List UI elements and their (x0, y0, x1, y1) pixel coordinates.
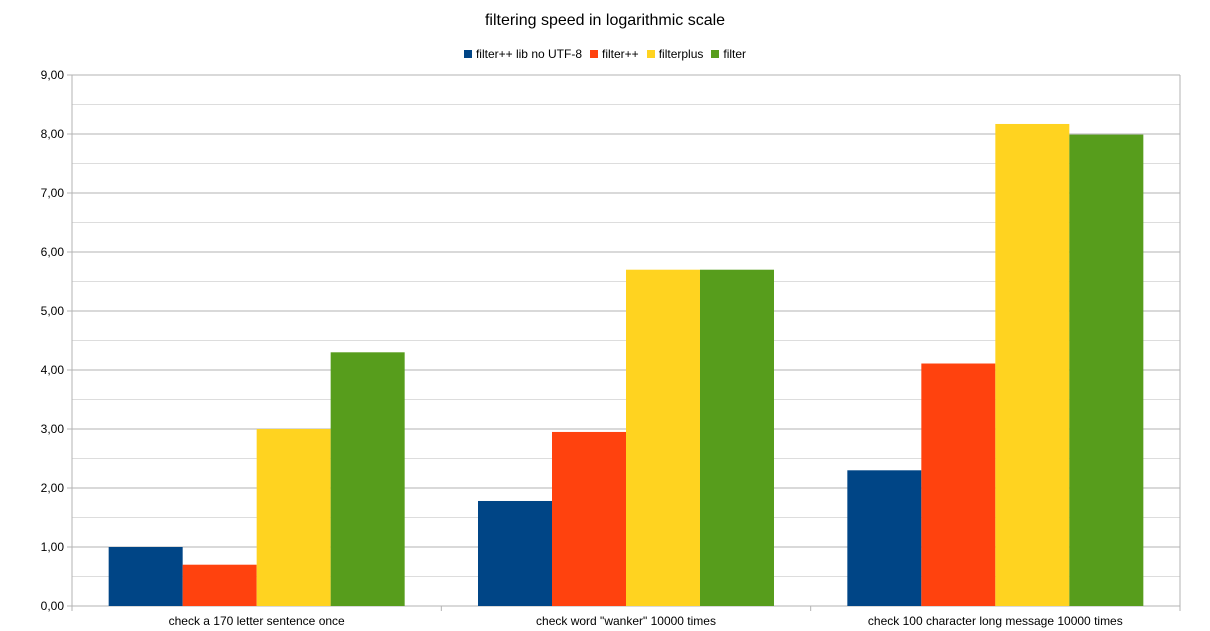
legend-item: filter++ (590, 47, 639, 61)
y-tick-label: 3,00 (41, 422, 65, 436)
bar (921, 363, 996, 606)
legend-swatch (646, 50, 655, 58)
legend-item: filter (711, 47, 746, 61)
bar (108, 547, 183, 606)
y-tick-label: 5,00 (41, 304, 65, 318)
y-tick-label: 8,00 (41, 127, 65, 141)
bar (478, 500, 552, 606)
y-tick-label: 4,00 (41, 363, 65, 377)
legend: filter++ lib no UTF-8 filter++ filterplus f… (0, 47, 1210, 61)
legend-label: filterplus (658, 47, 704, 61)
y-tick-label: 9,00 (41, 68, 65, 82)
bar (847, 470, 922, 606)
legend-label: filter++ lib no UTF-8 (475, 47, 582, 61)
legend-label: filter++ (602, 47, 639, 61)
y-tick-label: 1,00 (41, 540, 65, 554)
y-tick-label: 7,00 (41, 186, 65, 200)
legend-item: filter++ lib no UTF-8 (463, 47, 582, 61)
y-tick-label: 2,00 (41, 481, 65, 495)
legend-swatch (463, 50, 472, 58)
bar (995, 123, 1070, 606)
legend-swatch (711, 50, 720, 58)
bar (256, 429, 331, 606)
y-tick-label: 0,00 (41, 599, 65, 613)
legend-swatch (590, 50, 598, 58)
bar (626, 269, 700, 606)
x-tick-label: check word "wanker" 10000 times (536, 614, 716, 628)
bar (1069, 134, 1144, 606)
legend-item: filterplus (646, 47, 704, 61)
x-tick-label: check a 170 letter sentence once (169, 614, 345, 628)
y-tick-label: 6,00 (41, 245, 65, 259)
bar (330, 352, 405, 606)
bar (700, 269, 774, 606)
legend-label: filter (723, 47, 747, 61)
chart-title: filtering speed in logarithmic scale (484, 12, 726, 29)
x-tick-label: check 100 character long message 10000 t… (868, 614, 1123, 628)
bar (182, 564, 257, 606)
bar (552, 431, 626, 606)
